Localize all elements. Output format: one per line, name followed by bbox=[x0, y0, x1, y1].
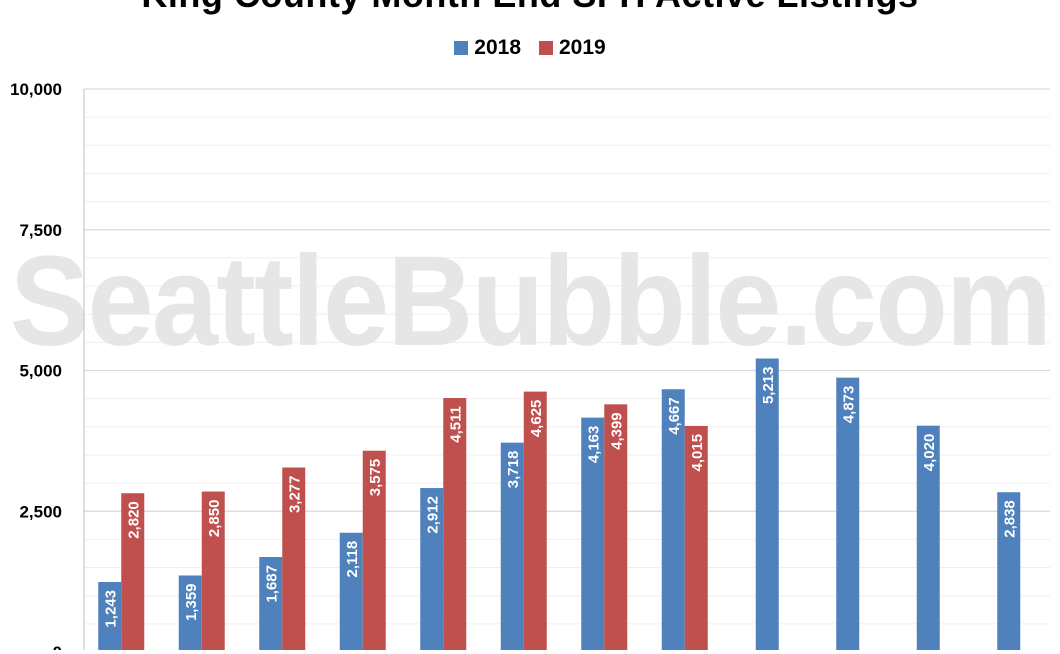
bar-2018-11 bbox=[916, 425, 940, 652]
legend-item-2019: 2019 bbox=[539, 36, 606, 60]
bar-2019-5 bbox=[443, 398, 467, 652]
data-label-2018-3: 1,687 bbox=[264, 565, 281, 603]
data-label-2019-1: 2,820 bbox=[126, 501, 143, 539]
data-label-2018-8: 4,667 bbox=[666, 397, 683, 435]
bar-2019-3 bbox=[282, 467, 306, 652]
bar-2018-3 bbox=[259, 557, 283, 652]
data-label-2018-6: 3,718 bbox=[505, 451, 522, 489]
bar-2018-6 bbox=[500, 442, 524, 652]
data-label-2018-2: 1,359 bbox=[183, 583, 200, 621]
legend-label-2018: 2018 bbox=[474, 36, 521, 59]
legend: 2018 2019 bbox=[0, 36, 1060, 60]
data-label-2018-11: 4,020 bbox=[921, 434, 938, 472]
data-label-2019-7: 4,399 bbox=[609, 412, 626, 450]
bar-2018-1 bbox=[98, 582, 122, 652]
bar-2018-10 bbox=[836, 377, 860, 652]
bar-2019-2 bbox=[201, 491, 225, 652]
legend-item-2018: 2018 bbox=[454, 36, 521, 60]
y-tick-label: 5,000 bbox=[19, 362, 62, 381]
bar-2019-4 bbox=[362, 450, 386, 652]
data-label-2018-10: 4,873 bbox=[841, 386, 858, 424]
y-tick-label: 7,500 bbox=[19, 221, 62, 240]
bar-2018-8 bbox=[661, 389, 685, 652]
y-tick-label: 10,000 bbox=[10, 80, 62, 99]
y-tick-label: 2,500 bbox=[19, 502, 62, 521]
data-label-2018-12: 2,838 bbox=[1002, 500, 1019, 538]
bar-2019-7 bbox=[604, 404, 628, 652]
data-label-2019-4: 3,575 bbox=[367, 459, 384, 497]
bar-2018-9 bbox=[755, 358, 779, 652]
data-label-2019-5: 4,511 bbox=[448, 406, 465, 443]
legend-swatch-2019 bbox=[539, 41, 553, 55]
watermark: SeattleBubble.com bbox=[10, 230, 1050, 373]
data-label-2019-6: 4,625 bbox=[528, 400, 545, 438]
data-label-2019-8: 4,015 bbox=[689, 434, 706, 472]
data-label-2018-4: 2,118 bbox=[344, 541, 361, 578]
bar-2019-6 bbox=[523, 391, 547, 652]
chart-title: King County Month End SFH Active Listing… bbox=[0, 0, 1060, 16]
bar-2018-4 bbox=[339, 532, 363, 652]
data-label-2019-2: 2,850 bbox=[206, 500, 223, 538]
bar-2019-1 bbox=[121, 493, 145, 652]
data-label-2018-5: 2,912 bbox=[425, 496, 442, 534]
data-label-2018-7: 4,163 bbox=[586, 426, 603, 464]
bar-2019-8 bbox=[684, 425, 708, 652]
data-label-2019-3: 3,277 bbox=[287, 476, 304, 514]
data-label-2018-1: 1,243 bbox=[103, 590, 120, 628]
legend-label-2019: 2019 bbox=[559, 36, 606, 59]
data-label-2018-9: 5,213 bbox=[760, 367, 777, 405]
bar-2018-5 bbox=[420, 488, 444, 652]
bar-2018-12 bbox=[997, 492, 1021, 652]
legend-swatch-2018 bbox=[454, 41, 469, 55]
bar-2018-7 bbox=[581, 417, 605, 652]
y-tick-label: 0 bbox=[53, 643, 62, 650]
bar-2018-2 bbox=[178, 575, 202, 652]
